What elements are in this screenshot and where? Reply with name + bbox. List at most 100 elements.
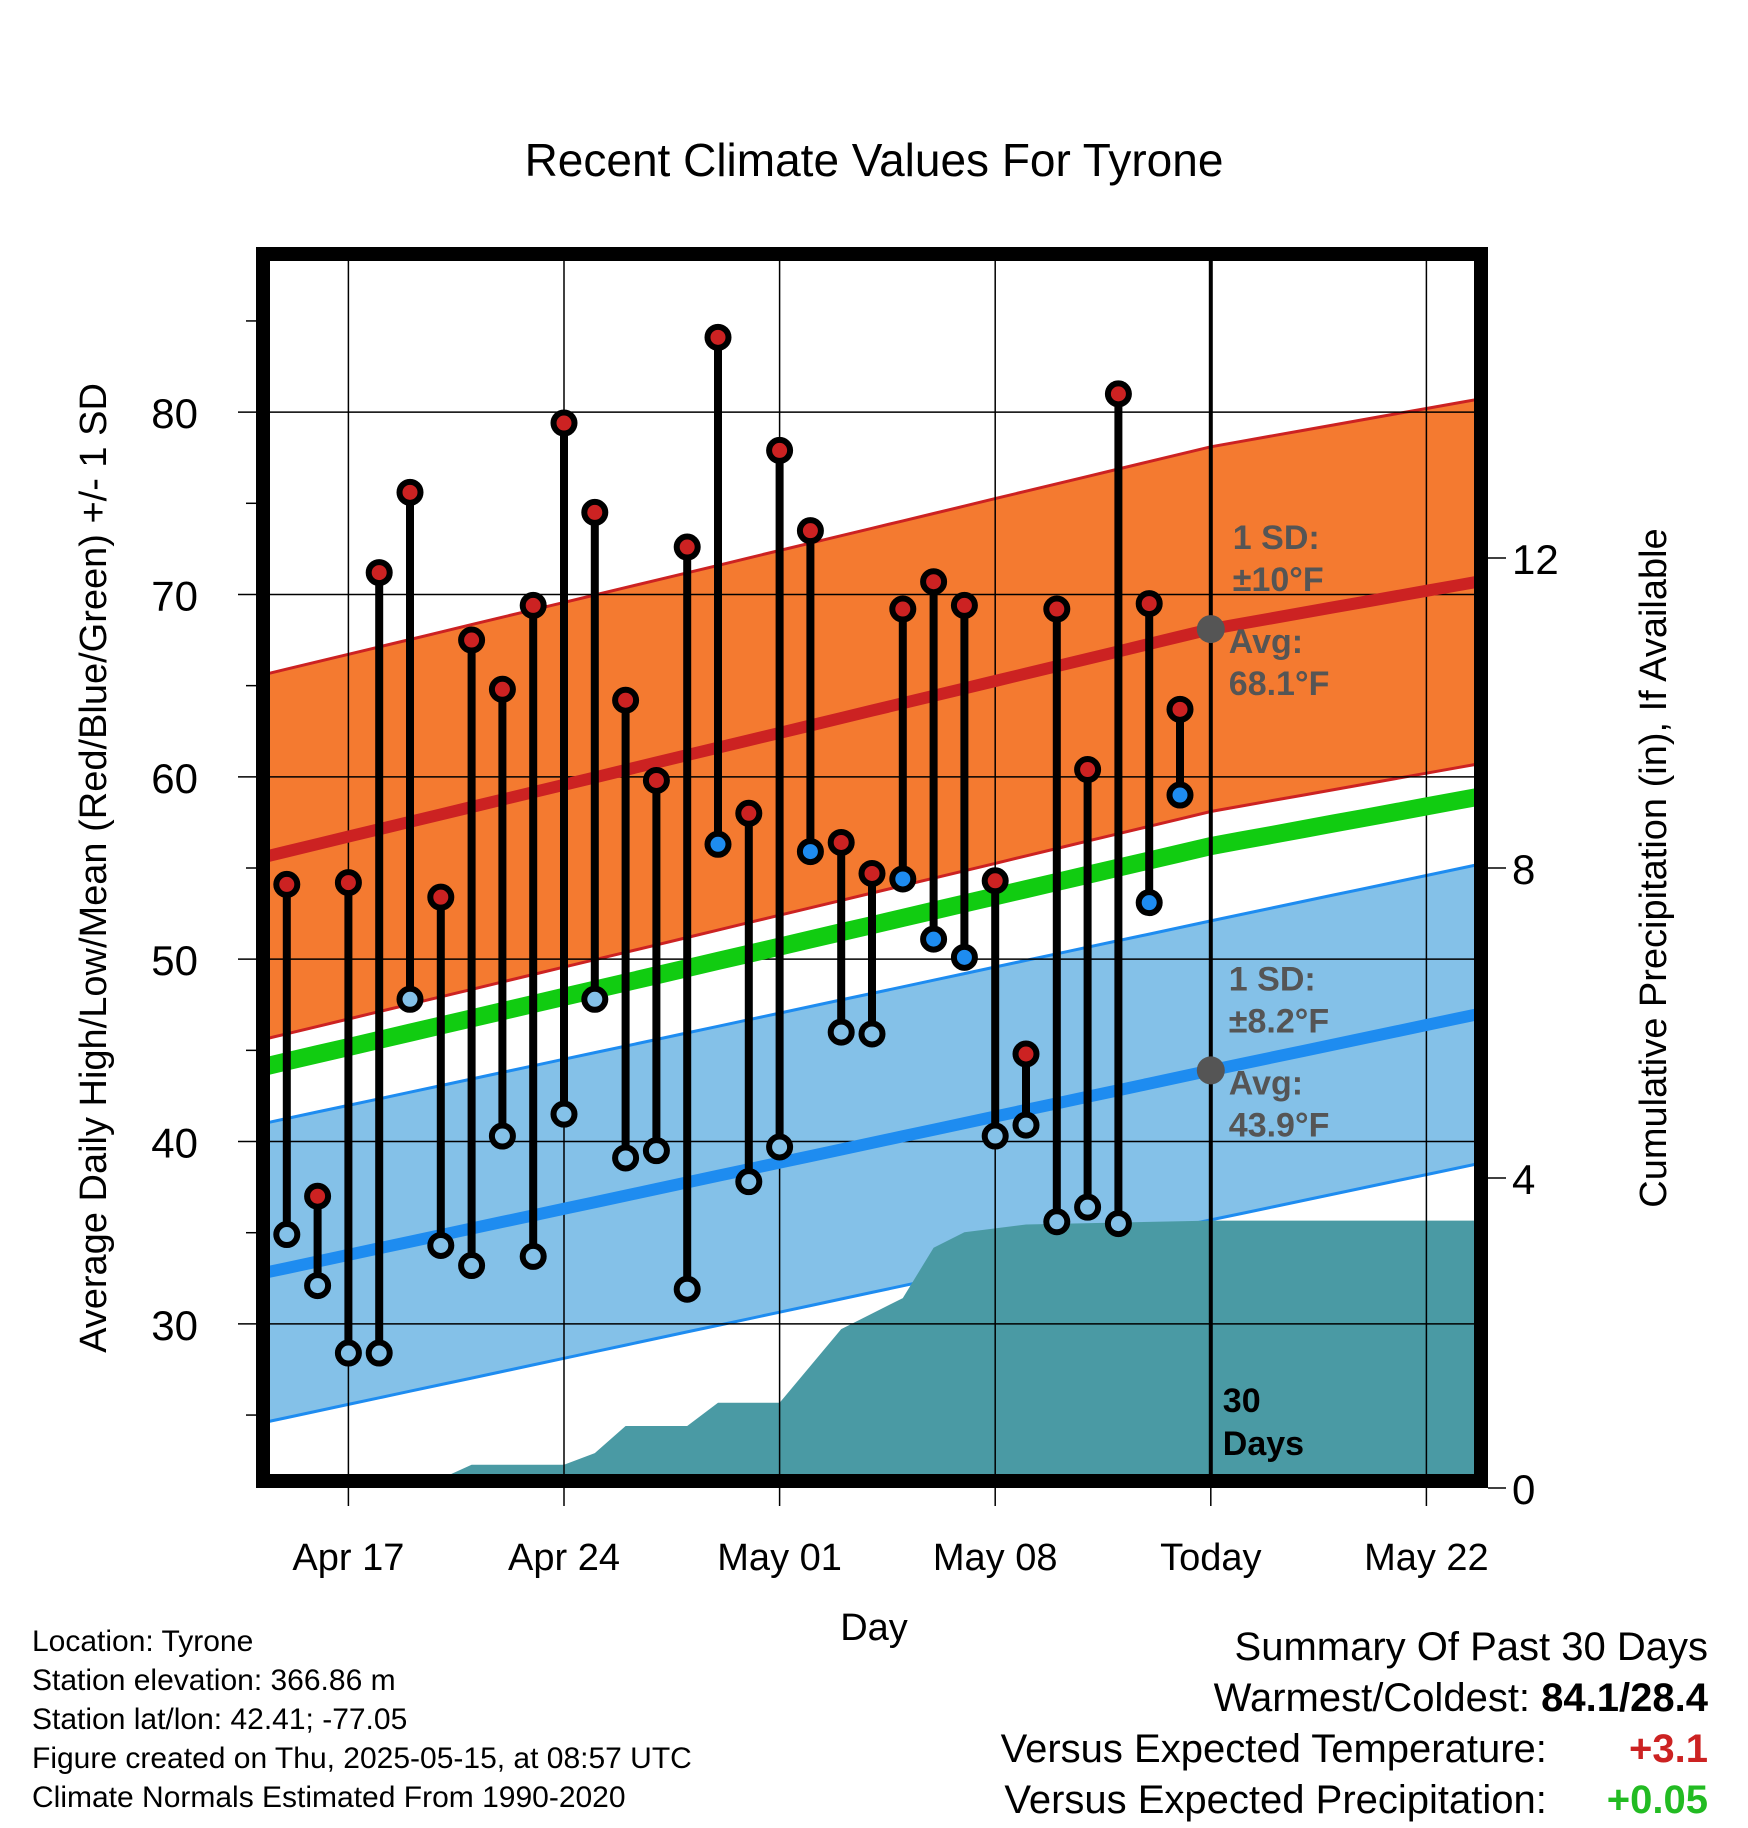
y-right-tick-label: 8 <box>1512 846 1535 893</box>
daily-high-point <box>1135 590 1163 618</box>
x-tick-label: May 01 <box>717 1537 842 1579</box>
summary-warm-cold: Warmest/Coldest: 84.1/28.4 <box>1001 1673 1708 1724</box>
low-normal-line <box>270 1008 1474 1278</box>
daily-low-point <box>1135 889 1163 917</box>
daily-high-point <box>365 559 393 587</box>
daily-high-point <box>920 568 948 596</box>
daily-low-point <box>796 838 824 866</box>
y-axis-label-left: Average Daily High/Low/Mean (Red/Blue/Gr… <box>73 383 115 1353</box>
daily-low-point <box>488 1122 516 1150</box>
y-tick-label: 50 <box>151 937 198 984</box>
high-sd-label: 1 SD: <box>1233 519 1320 557</box>
daily-low-point <box>304 1272 332 1300</box>
daily-low-point <box>766 1133 794 1161</box>
y-tick-label: 60 <box>151 755 198 802</box>
daily-low-point <box>427 1231 455 1259</box>
daily-high-point <box>458 626 486 654</box>
daily-low-point <box>981 1122 1009 1150</box>
precip-value: +0.05 <box>1606 1778 1708 1822</box>
summary-precip: Versus Expected Precipitation: +0.05 <box>1001 1775 1708 1826</box>
y-axis-label-right: Cumulative Precipitation (in), If Availa… <box>1633 528 1675 1207</box>
x-tick-label: May 22 <box>1364 1537 1489 1579</box>
y-right-tick-label: 4 <box>1512 1156 1535 1203</box>
latlon-text: Station lat/lon: 42.41; -77.05 <box>32 1703 408 1736</box>
y-right-tick-label: 0 <box>1512 1466 1535 1513</box>
elevation-text: Station elevation: 366.86 m <box>32 1664 396 1697</box>
daily-low-point <box>334 1339 362 1367</box>
normals-text: Climate Normals Estimated From 1990-2020 <box>32 1781 626 1814</box>
daily-high-point <box>488 675 516 703</box>
daily-high-point <box>796 517 824 545</box>
daily-low-point <box>735 1168 763 1196</box>
summary-panel: Summary Of Past 30 Days Warmest/Coldest:… <box>1001 1622 1708 1826</box>
y-tick-label: 30 <box>151 1302 198 1349</box>
y-right-tick-label: 12 <box>1512 536 1559 583</box>
precip-label: Versus Expected Precipitation: <box>1004 1778 1547 1822</box>
daily-low-point <box>642 1137 670 1165</box>
daily-high-point <box>642 766 670 794</box>
warm-cold-label: Warmest/Coldest: <box>1213 1676 1531 1720</box>
daily-high-point <box>427 883 455 911</box>
high-band-upper-edge <box>270 398 1474 675</box>
daily-high-point <box>581 498 609 526</box>
daily-high-point <box>396 478 424 506</box>
high-normal-line <box>270 576 1474 862</box>
created-text: Figure created on Thu, 2025-05-15, at 08… <box>32 1742 692 1775</box>
daily-high-point <box>735 799 763 827</box>
daily-low-point <box>1166 781 1194 809</box>
daily-low-point <box>950 943 978 971</box>
chart-title: Recent Climate Values For Tyrone <box>525 134 1224 186</box>
daily-low-point <box>581 985 609 1013</box>
x-tick-label: Apr 17 <box>292 1537 404 1579</box>
high-avg-value: 68.1°F <box>1229 665 1330 703</box>
daily-low-point <box>1012 1111 1040 1139</box>
precip-area <box>270 1220 1474 1474</box>
daily-low-point <box>458 1252 486 1280</box>
daily-high-point <box>889 595 917 623</box>
daily-low-point <box>396 985 424 1013</box>
daily-low-point <box>858 1020 886 1048</box>
warm-cold-value: 84.1/28.4 <box>1541 1676 1708 1720</box>
daily-low-point <box>519 1242 547 1270</box>
x-tick-label: May 08 <box>933 1537 1058 1579</box>
daily-high-point <box>1104 380 1132 408</box>
low-band-lower-edge <box>270 1163 1474 1423</box>
daily-high-point <box>550 409 578 437</box>
x-tick-label: Today <box>1160 1537 1261 1579</box>
daily-high-point <box>519 591 547 619</box>
daily-high-point <box>304 1182 332 1210</box>
low-avg-marker <box>1196 1056 1225 1085</box>
summary-title: Summary Of Past 30 Days <box>1234 1625 1708 1669</box>
low-sd-value: ±8.2°F <box>1229 1002 1329 1040</box>
low-avg-label: Avg: <box>1229 1064 1303 1102</box>
daily-low-point <box>889 865 917 893</box>
daily-low-point <box>273 1221 301 1249</box>
temp-value: +3.1 <box>1629 1727 1708 1771</box>
daily-low-point <box>550 1100 578 1128</box>
low-sd-label: 1 SD: <box>1229 960 1316 998</box>
daily-high-point <box>950 591 978 619</box>
daily-low-point <box>1043 1208 1071 1236</box>
days-count-word: Days <box>1223 1425 1304 1463</box>
daily-high-point <box>612 686 640 714</box>
high-sd-value: ±10°F <box>1233 561 1324 599</box>
daily-high-point <box>1074 756 1102 784</box>
daily-low-point <box>704 830 732 858</box>
daily-high-point <box>334 869 362 897</box>
daily-low-point <box>1104 1210 1132 1238</box>
days-count-number: 30 <box>1223 1382 1261 1420</box>
location-text: Location: Tyrone <box>32 1625 254 1658</box>
daily-low-point <box>612 1144 640 1172</box>
daily-high-point <box>1043 595 1071 623</box>
daily-low-point <box>1074 1193 1102 1221</box>
daily-high-point <box>1166 695 1194 723</box>
temp-label: Versus Expected Temperature: <box>1000 1727 1547 1771</box>
y-tick-label: 70 <box>151 572 198 619</box>
station-info: Location: Tyrone Station elevation: 366.… <box>32 1622 692 1817</box>
x-axis-label: Day <box>840 1607 908 1649</box>
low-avg-value: 43.9°F <box>1229 1106 1330 1144</box>
summary-temp: Versus Expected Temperature: +3.1 <box>1001 1724 1708 1775</box>
daily-high-point <box>981 867 1009 895</box>
y-tick-label: 80 <box>151 390 198 437</box>
